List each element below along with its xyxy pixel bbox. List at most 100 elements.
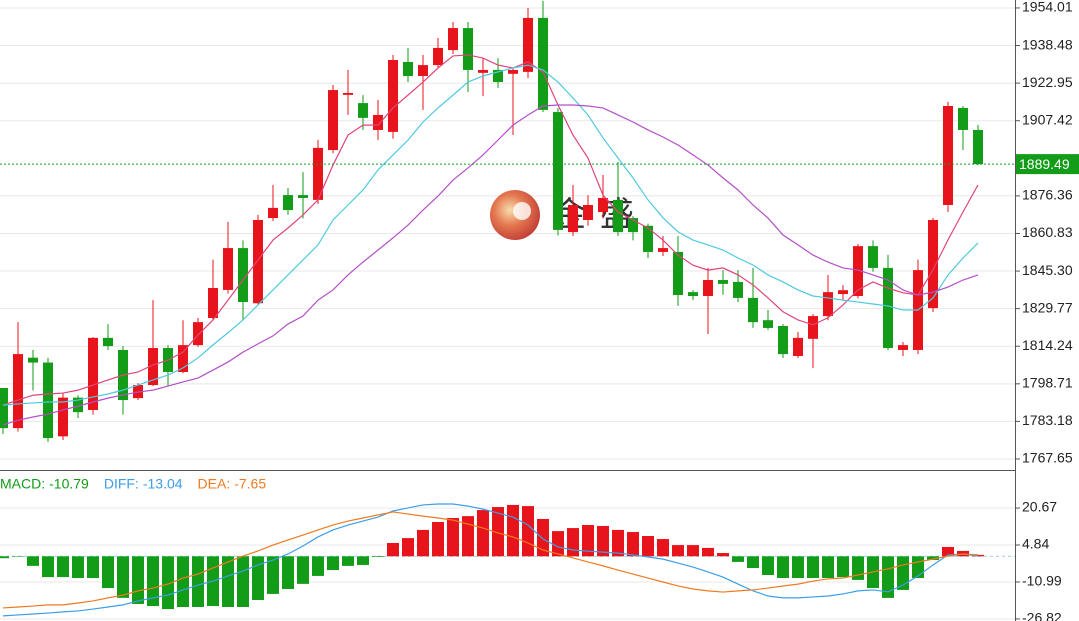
y-tick-label: 1829.77 [1022, 299, 1073, 315]
candle-body [628, 218, 638, 233]
histogram-bar [657, 539, 669, 557]
histogram-bar [0, 556, 9, 559]
y-tick-label: 1860.83 [1022, 224, 1073, 240]
histogram-bar [927, 556, 939, 561]
histogram-bar [357, 556, 369, 565]
candle-body [553, 112, 563, 230]
histogram-bar [237, 556, 249, 607]
histogram-bar [132, 556, 144, 604]
histogram-bar [777, 556, 789, 579]
candle-body [358, 103, 368, 118]
candle-body [673, 251, 683, 296]
indicator-line [2, 503, 979, 617]
y-tick-label: 1907.42 [1022, 111, 1073, 127]
histogram-bar [612, 529, 624, 557]
plot [0, 0, 1015, 617]
histogram-bar [372, 556, 384, 558]
candle-body [688, 292, 698, 296]
candle-body [958, 107, 968, 130]
histogram-bar [702, 547, 714, 557]
indicator-value: -10.79 [49, 476, 89, 492]
histogram-bar [222, 556, 234, 607]
histogram-bar [87, 556, 99, 579]
candle-body [493, 69, 503, 83]
candle-body [523, 17, 533, 72]
histogram-bar [252, 556, 264, 600]
histogram-bar [297, 556, 309, 584]
indicator-line [2, 64, 979, 406]
indicator-value: -13.04 [143, 476, 183, 492]
histogram-bar [792, 556, 804, 579]
candle-body [0, 387, 8, 429]
candle-body [448, 28, 458, 51]
last-price-label: 1889.49 [1019, 156, 1070, 172]
candle-body [268, 207, 278, 219]
y-tick-label: -26.82 [1022, 610, 1062, 621]
histogram-bar [387, 542, 399, 557]
histogram-bar [267, 556, 279, 594]
histogram-bar [912, 556, 924, 579]
histogram-bar [687, 545, 699, 557]
histogram-bar [432, 521, 444, 557]
candle-body [823, 292, 833, 317]
histogram-bar [822, 556, 834, 579]
watermark-logo [490, 190, 540, 240]
histogram-bar [672, 545, 684, 557]
candle-body [103, 337, 113, 347]
histogram-bar [522, 506, 534, 557]
candle-body [478, 69, 488, 73]
indicator-label: MACD: [0, 476, 45, 492]
candle-body [343, 92, 353, 95]
histogram-bar [642, 535, 654, 557]
histogram-bar [27, 556, 39, 566]
candle-body [283, 195, 293, 211]
candle-body [13, 354, 23, 429]
histogram-bar [597, 525, 609, 557]
y-tick-label: 1798.71 [1022, 375, 1073, 391]
candle-body [763, 320, 773, 328]
candle-body [433, 47, 443, 66]
histogram-bar [342, 556, 354, 566]
histogram-bar [327, 556, 339, 571]
candle-body [538, 17, 548, 110]
candle-body [388, 60, 398, 132]
y-tick-label: 1876.36 [1022, 187, 1073, 203]
histogram-bar [462, 516, 474, 557]
candle-body [703, 280, 713, 296]
y-tick-label: 1938.48 [1022, 36, 1073, 52]
candle-body [313, 147, 323, 200]
candle-body [238, 248, 248, 303]
candle-body [28, 357, 38, 363]
indicator-label: DIFF: [104, 476, 139, 492]
histogram-bar [42, 556, 54, 578]
candle-body [223, 248, 233, 290]
indicator-value: -7.65 [234, 476, 266, 492]
candle-body [973, 129, 983, 165]
histogram-bar [117, 556, 129, 598]
candle-body [598, 197, 608, 213]
histogram-bar [762, 556, 774, 575]
histogram-bar [837, 556, 849, 578]
y-tick-label: 1954.01 [1022, 0, 1073, 15]
logo-highlight [513, 202, 531, 220]
histogram-bar [732, 556, 744, 562]
candle-body [928, 219, 938, 309]
candle-body [733, 281, 743, 298]
candle-body [253, 219, 263, 304]
histogram-bar [447, 518, 459, 557]
y-tick-label: 1767.65 [1022, 450, 1073, 466]
histogram-bar [627, 532, 639, 557]
last-price-box [1016, 154, 1079, 175]
candle-body [328, 90, 338, 151]
candle-body [658, 248, 668, 252]
y-tick-label: 1922.95 [1022, 74, 1073, 90]
candle-body [373, 114, 383, 130]
candle-body [718, 280, 728, 284]
candle-body [193, 322, 203, 346]
candle-body [148, 348, 158, 386]
indicator-label: DEA: [198, 476, 231, 492]
candle-body [583, 204, 593, 220]
histogram-bar [417, 529, 429, 557]
